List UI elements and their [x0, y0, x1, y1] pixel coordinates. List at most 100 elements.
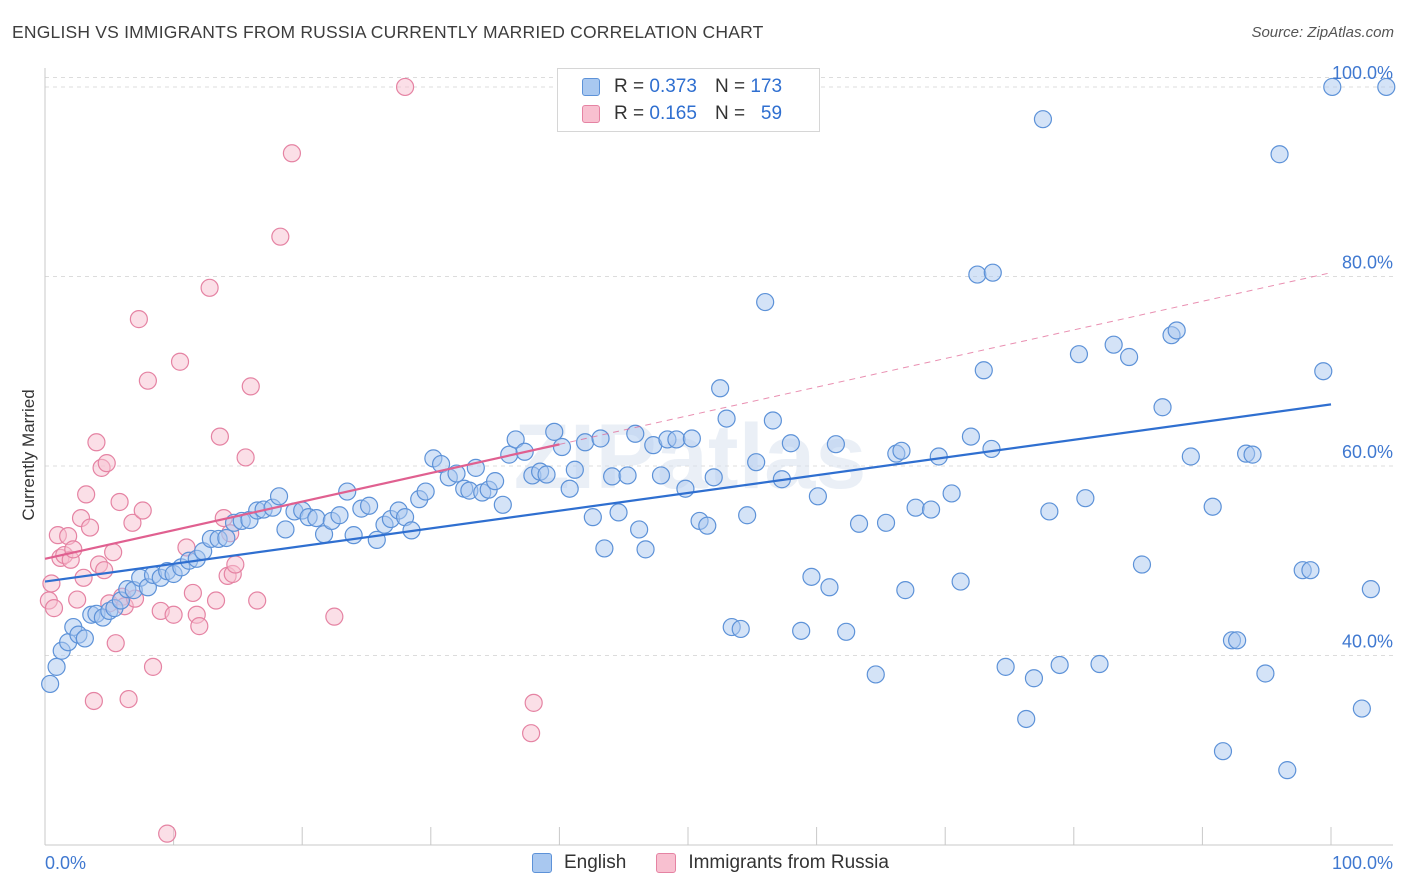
legend-r-label: R =: [614, 103, 645, 124]
legend-label-english: English: [564, 852, 627, 873]
russia-point-53: [282, 144, 302, 163]
english-point-113: [876, 513, 896, 532]
english-point-139: [1153, 398, 1172, 417]
y-axis-label: Currently Married: [19, 389, 38, 520]
english-point-89: [667, 430, 686, 449]
legend-item-russia[interactable]: Immigrants from Russia: [656, 852, 889, 874]
english-point-133: [1069, 345, 1089, 364]
russia-point-12: [77, 485, 96, 504]
english-point-134: [1076, 489, 1095, 508]
x-tick-label-100: 100.0%: [1332, 853, 1393, 873]
russia-point-27: [123, 513, 142, 532]
english-point-35: [276, 520, 295, 539]
english-point-112: [866, 665, 885, 684]
english-point-76: [576, 433, 595, 452]
english-point-156: [1352, 699, 1371, 718]
english-point-148: [1243, 445, 1262, 464]
english-point-46: [359, 496, 379, 515]
english-point-77: [583, 508, 602, 527]
russia-point-50: [241, 377, 260, 396]
russia-point-51: [248, 591, 267, 610]
english-point-117: [906, 498, 925, 517]
english-point-96: [717, 409, 736, 428]
legend-label-russia: Immigrants from Russia: [688, 852, 889, 873]
english-point-149: [1256, 664, 1275, 683]
english-point-107: [808, 487, 827, 506]
english-point-120: [942, 484, 961, 503]
english-point-109: [826, 435, 845, 454]
english-point-87: [651, 466, 671, 485]
english-point-115: [892, 441, 911, 460]
russia-point-15: [87, 433, 106, 452]
english-point-84: [630, 520, 649, 539]
english-point-94: [704, 468, 723, 487]
english-point-85: [636, 540, 655, 559]
english-point-93: [698, 516, 717, 535]
legend-r-value: 0.165: [649, 103, 697, 124]
legend-swatch-english: [532, 853, 552, 873]
russia-point-55: [395, 77, 415, 97]
english-point-111: [849, 514, 869, 533]
russia-point-41: [200, 278, 219, 297]
source-credit: Source: ZipAtlas.com: [1251, 24, 1394, 41]
stats-legend: R = 0.373 N = 173 R = 0.165 N = 59: [557, 68, 820, 132]
legend-swatch-russia: [656, 853, 677, 873]
axes: [44, 68, 1393, 846]
english-point-157: [1361, 580, 1380, 599]
english-point-155: [1323, 77, 1342, 97]
english-point-153: [1301, 561, 1320, 580]
legend-row-english: R = 0.373 N = 173: [582, 75, 782, 99]
trend-lines: [44, 272, 1332, 583]
english-point-151: [1278, 761, 1297, 780]
russia-point-19: [97, 454, 116, 473]
english-point-71: [537, 465, 556, 484]
y-tick-label-40: 40.0%: [1342, 631, 1393, 651]
english-point-65: [493, 495, 512, 514]
english-point-1: [47, 657, 66, 676]
english-point-78: [591, 429, 610, 448]
english-point-98: [731, 619, 750, 639]
russia-point-9: [68, 590, 87, 609]
y-tick-label-80: 80.0%: [1342, 252, 1393, 272]
english-point-39: [307, 508, 326, 528]
english-point-130: [1033, 110, 1053, 129]
english-point-82: [618, 466, 637, 485]
russia-point-30: [133, 501, 152, 520]
english-point-118: [921, 500, 941, 519]
russia-point-38: [183, 583, 202, 603]
russia-point-31: [138, 371, 157, 390]
legend-item-english[interactable]: English: [532, 852, 626, 874]
english-point-27: [217, 528, 236, 548]
english-point-125: [982, 439, 1001, 459]
english-point-135: [1090, 654, 1109, 674]
russia-point-34: [158, 824, 177, 843]
english-trend-line: [44, 403, 1332, 583]
legend-n-value: 173: [750, 76, 783, 97]
tick-labels: 40.0% 60.0% 80.0% 100.0% 0.0% 100.0%: [45, 63, 1393, 873]
russia-point-26: [119, 689, 138, 709]
english-point-146: [1228, 631, 1247, 650]
english-point-64: [486, 472, 505, 491]
english-point-75: [565, 460, 584, 479]
russia-trend-line: [44, 443, 560, 560]
english-point-79: [595, 539, 614, 558]
legend-r-label: R =: [614, 76, 645, 97]
russia-point-49: [236, 448, 255, 467]
legend-n-label: N =: [714, 76, 746, 97]
legend-row-russia: R = 0.165 N = 59: [582, 102, 782, 126]
russia-point-22: [106, 634, 125, 653]
russia-point-1: [42, 574, 61, 593]
english-point-150: [1270, 145, 1289, 164]
legend-swatch-english: [582, 78, 600, 96]
english-point-44: [344, 526, 363, 545]
russia-point-56: [524, 693, 543, 712]
english-point-141: [1167, 321, 1186, 340]
english-point-128: [1017, 709, 1036, 729]
russia-point-13: [80, 518, 100, 537]
english-point-80: [603, 467, 622, 486]
y-tick-label-60: 60.0%: [1342, 442, 1393, 462]
series-legend: English Immigrants from Russia: [532, 852, 919, 874]
english-point-129: [1024, 669, 1044, 688]
english-point-91: [682, 429, 701, 448]
